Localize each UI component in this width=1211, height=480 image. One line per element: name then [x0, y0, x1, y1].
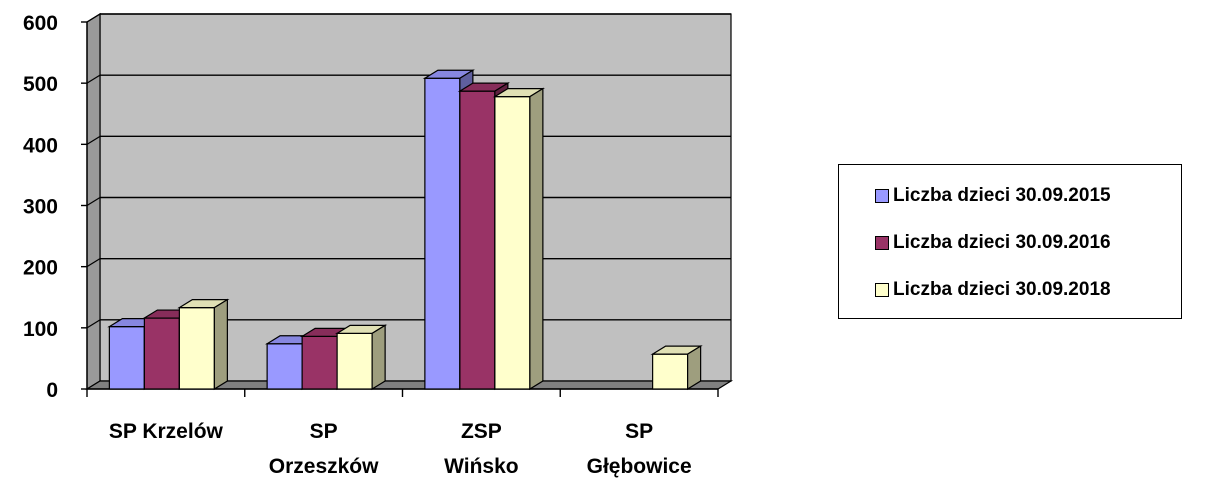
bar-sp-glebowice-liczba-dzieci-30-09-2018 — [652, 353, 689, 390]
bar-sp-krzelow-liczba-dzieci-30-09-2015 — [108, 326, 145, 390]
bar-zsp-winsko-liczba-dzieci-30-09-2018 — [494, 96, 531, 390]
bar-sp-orzeszkow-liczba-dzieci-30-09-2016 — [301, 335, 338, 390]
y-tick-label: 500 — [23, 73, 58, 96]
x-tick-label: SP Głębowice — [587, 420, 692, 478]
legend-label-2015: Liczba dzieci 30.09.2015 — [893, 185, 1111, 206]
bar-zsp-winsko-liczba-dzieci-30-09-2018-side — [529, 87, 544, 391]
y-tick-label: 400 — [23, 134, 58, 157]
chart-legend: Liczba dzieci 30.09.2015 Liczba dzieci 3… — [838, 164, 1182, 319]
y-tick-label: 200 — [23, 257, 58, 280]
bar-sp-krzelow-liczba-dzieci-30-09-2018-side — [213, 298, 228, 391]
x-tick-label: SP Krzelów — [109, 420, 224, 443]
gridline-side — [86, 319, 101, 329]
bar-sp-orzeszkow-liczba-dzieci-30-09-2018 — [336, 332, 373, 390]
legend-swatch-2016 — [875, 236, 889, 250]
gridline-side — [86, 74, 101, 84]
y-tick-label: 600 — [23, 12, 58, 35]
legend-label-2018: Liczba dzieci 30.09.2018 — [893, 279, 1111, 300]
legend-item-2016: Liczba dzieci 30.09.2016 — [875, 230, 1111, 256]
gridline-side — [86, 258, 101, 268]
bar-sp-krzelow-liczba-dzieci-30-09-2018 — [178, 307, 215, 390]
legend-label-2016: Liczba dzieci 30.09.2016 — [893, 232, 1111, 253]
y-tick-label: 0 — [46, 379, 58, 402]
bar-sp-orzeszkow-liczba-dzieci-30-09-2015 — [266, 343, 303, 390]
y-tick-label: 100 — [23, 318, 58, 341]
bar-sp-orzeszkow-liczba-dzieci-30-09-2018-side — [371, 324, 386, 391]
legend-item-2018: Liczba dzieci 30.09.2018 — [875, 277, 1111, 303]
bar-zsp-winsko-liczba-dzieci-30-09-2015 — [424, 77, 461, 390]
gridline-side — [86, 196, 101, 207]
legend-item-2015: Liczba dzieci 30.09.2015 — [875, 183, 1111, 209]
x-tick-label: ZSP Wińsko — [444, 420, 518, 478]
y-tick-label: 300 — [23, 196, 58, 219]
legend-swatch-2015 — [875, 189, 889, 203]
bar-sp-krzelow-liczba-dzieci-30-09-2016 — [143, 317, 180, 390]
gridline-side — [86, 135, 101, 145]
x-tick-label: SP Orzeszków — [269, 420, 379, 478]
bar-sp-glebowice-liczba-dzieci-30-09-2018-side — [687, 345, 702, 391]
legend-swatch-2018 — [875, 283, 889, 297]
gridline-side — [86, 13, 101, 23]
bar-zsp-winsko-liczba-dzieci-30-09-2016 — [459, 90, 496, 390]
